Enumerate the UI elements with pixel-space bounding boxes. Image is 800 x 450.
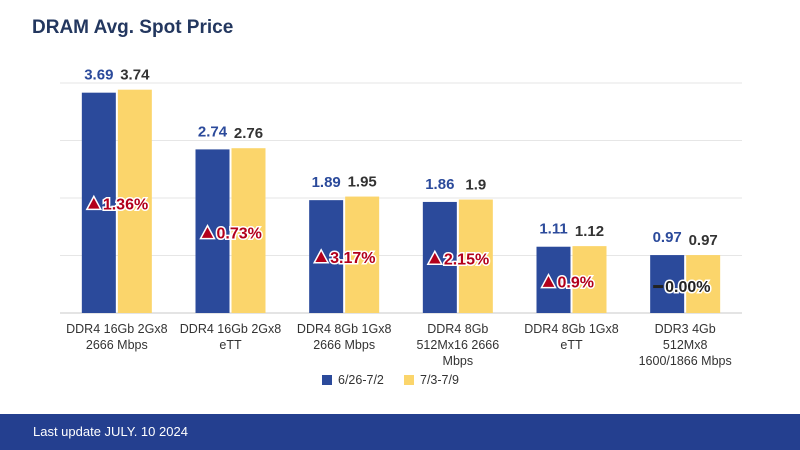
value-label: 1.95 — [348, 174, 377, 191]
change-percent: 0.73% — [217, 226, 262, 243]
value-label: 0.97 — [653, 229, 682, 246]
change-annotation: 2.15% — [426, 249, 491, 270]
category-label: DDR4 8Gb 1Gx8 eTT — [524, 322, 619, 352]
bar-series-2 — [572, 246, 607, 313]
category-label: DDR4 8Gb 1Gx8 2666 Mbps — [297, 322, 392, 352]
category-label: DDR4 16Gb 2Gx8 2666 Mbps — [66, 322, 167, 352]
footer-bar: Last update JULY. 10 2024 — [0, 414, 800, 450]
change-percent: 3.17% — [330, 250, 375, 267]
last-update-text: Last update JULY. 10 2024 — [33, 424, 188, 439]
bars — [81, 89, 721, 313]
change-annotation: 0.9% — [540, 272, 595, 293]
up-triangle-icon — [199, 224, 216, 240]
category-label: DDR4 8Gb 512Mx16 2666 Mbps — [416, 322, 499, 368]
value-label: 2.74 — [198, 123, 228, 140]
bar-series-1 — [536, 246, 571, 313]
chart-title: DRAM Avg. Spot Price — [32, 17, 234, 38]
value-labels: 3.69 3.74 2.74 2.76 1.89 1.95 1.86 1.9 1.11 1.12 0… — [84, 67, 718, 249]
value-label: 1.86 — [425, 176, 454, 193]
bar-series-1 — [195, 149, 230, 313]
value-label: 1.9 — [465, 177, 486, 194]
value-label: 3.74 — [120, 67, 150, 84]
bar-series-2 — [117, 89, 152, 313]
value-label: 1.11 — [539, 221, 567, 238]
bar-series-2 — [231, 148, 266, 313]
change-annotation: 0.00% — [653, 278, 712, 298]
value-label: 3.69 — [84, 67, 113, 84]
up-triangle-icon — [426, 249, 444, 266]
legend: 6/26-7/2 7/3-7/9 — [322, 373, 459, 387]
change-percent: 0.9% — [558, 275, 594, 292]
change-labels: 1.36% 0.73% 3.17% 2.15% 0.9% 0.00% — [85, 194, 712, 298]
bar-chart: 3.69 3.74 2.74 2.76 1.89 1.95 1.86 1.9 1.11 1.12 0… — [60, 67, 742, 387]
change-annotation: 3.17% — [312, 248, 377, 268]
category-label: DDR4 16Gb 2Gx8 eTT — [180, 322, 281, 352]
bar-series-1 — [422, 201, 457, 313]
up-triangle-icon — [540, 272, 557, 289]
grid-lines — [60, 82, 742, 314]
bar-series-2 — [686, 255, 721, 313]
value-label: 2.76 — [234, 125, 263, 142]
bar-series-1 — [81, 92, 116, 313]
value-label: 1.89 — [312, 174, 341, 191]
bar-series-1 — [309, 200, 344, 313]
up-triangle-icon — [312, 248, 330, 264]
value-label: 1.12 — [575, 223, 604, 240]
change-percent: 1.36% — [103, 196, 148, 213]
dash-icon — [653, 285, 664, 289]
change-annotation: 1.36% — [85, 194, 150, 215]
legend-label: 7/3-7/9 — [420, 373, 459, 387]
legend-swatch — [322, 375, 332, 385]
legend-swatch — [404, 375, 414, 385]
value-label: 0.97 — [689, 232, 718, 249]
change-percent: 0.00% — [665, 279, 710, 296]
bar-series-2 — [458, 199, 493, 313]
category-labels: DDR4 16Gb 2Gx8 2666 Mbps DDR4 16Gb 2Gx8 eTT… — [66, 322, 732, 368]
bar-series-1 — [650, 255, 685, 313]
category-label: DDR3 4Gb 512Mx8 1600/1866 Mbps — [639, 322, 732, 368]
bar-series-2 — [345, 196, 380, 313]
change-percent: 2.15% — [444, 251, 489, 268]
up-triangle-icon — [85, 194, 103, 211]
legend-label: 6/26-7/2 — [338, 373, 384, 387]
change-annotation: 0.73% — [199, 224, 263, 244]
